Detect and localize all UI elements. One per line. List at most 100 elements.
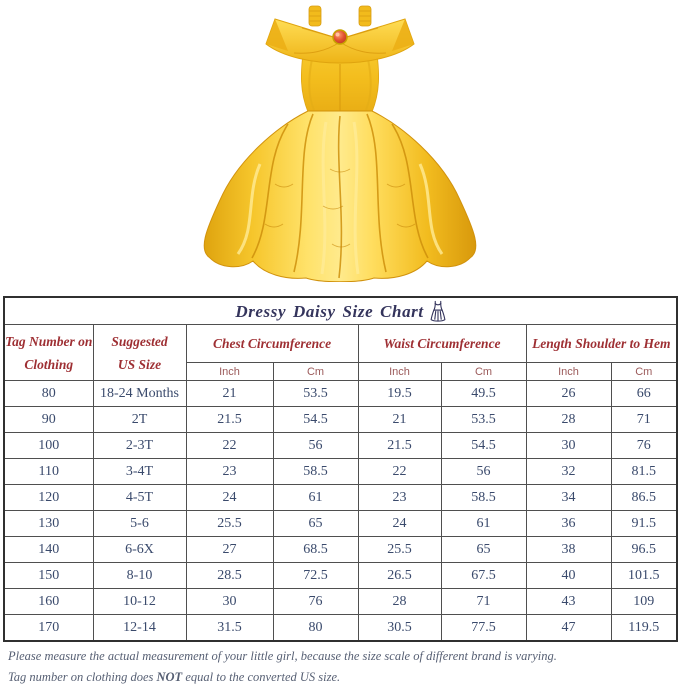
length-cm-cell: 71 [610,406,678,433]
length-cm-cell: 66 [610,380,678,407]
chest-cm-cell: 56 [272,432,359,459]
yellow-dress-illustration [203,5,476,282]
chest-inch-cell: 31.5 [185,614,274,642]
length-inch-cell: 30 [525,432,612,459]
size-chart-row: 140 6-6X 27 68.5 25.5 65 38 96.5 [3,536,678,563]
length-inch-cell: 47 [525,614,612,642]
waist-inch-cell: 22 [357,458,442,485]
length-cm-cell: 81.5 [610,458,678,485]
chest-inch-cell: 30 [185,588,274,615]
unit-header-chest-inch: Inch [185,362,274,381]
chest-inch-cell: 21.5 [185,406,274,433]
note-measure: Please measure the actual measurement of… [8,649,557,663]
tag-number-cell: 100 [3,432,94,459]
tag-number-cell: 90 [3,406,94,433]
size-chart-row: 120 4-5T 24 61 23 58.5 34 86.5 [3,484,678,511]
length-inch-cell: 32 [525,458,612,485]
chest-cm-cell: 80 [272,614,359,642]
col-header-line: Tag Number on [5,333,93,349]
tag-number-cell: 120 [3,484,94,511]
gem-brooch [331,29,348,45]
waist-inch-cell: 24 [357,510,442,537]
waist-cm-cell: 65 [440,536,527,563]
tag-number-cell: 110 [3,458,94,485]
waist-inch-cell: 25.5 [357,536,442,563]
waist-cm-cell: 67.5 [440,562,527,589]
tag-number-cell: 160 [3,588,94,615]
length-cm-cell: 91.5 [610,510,678,537]
us-size-cell: 12-14 [92,614,187,642]
waist-inch-cell: 28 [357,588,442,615]
length-inch-cell: 38 [525,536,612,563]
us-size-cell: 18-24 Months [92,380,187,407]
chest-cm-cell: 65 [272,510,359,537]
unit-header-waist-cm: Cm [440,362,527,381]
us-size-cell: 10-12 [92,588,187,615]
dress-icon [430,300,446,322]
us-size-cell: 4-5T [92,484,187,511]
col-header-waist: Waist Circumference [357,324,527,363]
us-size-cell: 8-10 [92,562,187,589]
tag-number-cell: 150 [3,562,94,589]
length-cm-cell: 101.5 [610,562,678,589]
us-size-cell: 2T [92,406,187,433]
chest-cm-cell: 53.5 [272,380,359,407]
col-header-tag-number: Tag Number on Clothing [3,324,94,381]
note-tag-bold: NOT [156,670,183,684]
waist-cm-cell: 61 [440,510,527,537]
waist-inch-cell: 30.5 [357,614,442,642]
product-photo [0,0,679,296]
waist-cm-cell: 54.5 [440,432,527,459]
tag-number-cell: 80 [3,380,94,407]
length-inch-cell: 43 [525,588,612,615]
unit-header-length-cm: Cm [610,362,678,381]
chest-cm-cell: 68.5 [272,536,359,563]
waist-cm-cell: 53.5 [440,406,527,433]
footer-notes: Please measure the actual measurement of… [0,642,679,685]
chest-inch-cell: 21 [185,380,274,407]
us-size-cell: 2-3T [92,432,187,459]
tag-number-cell: 140 [3,536,94,563]
size-chart-row: 170 12-14 31.5 80 30.5 77.5 47 119.5 [3,614,678,642]
waist-cm-cell: 77.5 [440,614,527,642]
size-chart-section: Dressy Daisy Size Chart Tag Number on Cl… [0,296,679,642]
size-chart-title: Dressy Daisy Size Chart [3,296,678,325]
length-cm-cell: 109 [610,588,678,615]
size-chart-row: 130 5-6 25.5 65 24 61 36 91.5 [3,510,678,537]
length-cm-cell: 119.5 [610,614,678,642]
dress-straps [308,5,371,27]
col-header-line: Suggested [111,333,168,349]
waist-cm-cell: 58.5 [440,484,527,511]
waist-inch-cell: 23 [357,484,442,511]
us-size-cell: 6-6X [92,536,187,563]
length-inch-cell: 36 [525,510,612,537]
chest-inch-cell: 28.5 [185,562,274,589]
note-tag-suffix: equal to the converted US size. [182,670,341,684]
col-header-line: Clothing [24,356,74,372]
col-header-length: Length Shoulder to Hem [525,324,678,363]
us-size-cell: 3-4T [92,458,187,485]
col-header-line: US Size [117,356,162,372]
waist-inch-cell: 26.5 [357,562,442,589]
length-inch-cell: 28 [525,406,612,433]
note-tag-prefix: Tag number on clothing does [8,670,157,684]
chest-inch-cell: 25.5 [185,510,274,537]
waist-cm-cell: 71 [440,588,527,615]
chest-inch-cell: 24 [185,484,274,511]
tag-number-cell: 130 [3,510,94,537]
chest-inch-cell: 23 [185,458,274,485]
chest-inch-cell: 22 [185,432,274,459]
size-chart-row: 160 10-12 30 76 28 71 43 109 [3,588,678,615]
size-chart-row: 80 18-24 Months 21 53.5 19.5 49.5 26 66 [3,380,678,407]
waist-cm-cell: 49.5 [440,380,527,407]
length-inch-cell: 40 [525,562,612,589]
waist-inch-cell: 21 [357,406,442,433]
length-cm-cell: 86.5 [610,484,678,511]
size-chart-row: 150 8-10 28.5 72.5 26.5 67.5 40 101.5 [3,562,678,589]
col-header-us-size: Suggested US Size [92,324,187,381]
length-cm-cell: 76 [610,432,678,459]
chest-inch-cell: 27 [185,536,274,563]
size-chart-row: 110 3-4T 23 58.5 22 56 32 81.5 [3,458,678,485]
size-chart-row: 90 2T 21.5 54.5 21 53.5 28 71 [3,406,678,433]
length-cm-cell: 96.5 [610,536,678,563]
